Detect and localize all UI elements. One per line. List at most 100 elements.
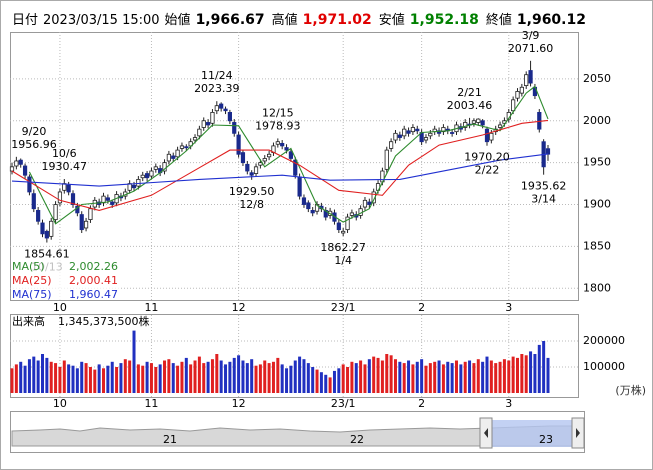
candle-body [149,170,154,177]
candle-body [253,166,259,174]
candle-body [88,208,93,220]
volume-bar [119,363,123,393]
volume-bar [319,372,323,393]
candle-body [105,197,110,201]
x-tick-label: 10 [53,301,67,314]
x-tick-label: 10 [53,397,67,410]
volume-bar [128,360,132,393]
volume-bar [27,359,31,393]
volume-bar [324,374,328,393]
candle-body [140,174,145,179]
volume-bar [328,377,332,393]
candle-body [497,124,503,128]
annotation-date: 3/9 [522,29,540,42]
candle-body [484,128,490,143]
x-tick-label: 12 [232,301,246,314]
annotation-value: 1978.93 [255,119,301,132]
volume-bar [446,361,450,393]
volume-bar [341,364,345,393]
x-tick-label: 2 [418,301,425,314]
volume-bar [250,359,254,393]
volume-bar [507,360,511,393]
volume-bar [454,360,458,393]
y-tick-label: 1900 [583,198,611,211]
annotation-value: 1935.62 [521,180,567,193]
candle-body [349,212,355,216]
volume-bar [71,365,75,393]
volume-bar [263,360,267,393]
volume-bar [67,364,71,393]
candle-body [184,146,189,149]
candle-body [144,173,150,179]
volume-unit: (万株) [615,383,646,397]
volume-bar [433,361,437,393]
annotation-date: 11/24 [201,69,233,82]
volume-bar [110,361,114,393]
volume-bar [237,355,241,393]
candle-body [249,172,254,176]
candle-body [197,128,202,137]
volume-bar [350,361,354,393]
volume-bar [258,364,262,393]
header-label: 終値 [485,13,512,28]
volume-total: 1,345,373,500株 [58,314,149,328]
navigator-selection[interactable] [492,420,572,447]
header-value: 1,971.02 [302,12,372,28]
volume-bar [224,364,228,393]
volume-bar [481,361,485,393]
header-label: 日付 [12,13,39,28]
candle-body [131,184,137,189]
volume-bar [376,357,380,393]
volume-bar [424,365,428,393]
candle-body [245,163,250,172]
volume-bar [84,363,88,393]
header: 日付 2023/03/15 15:00 始値 1,966.67 高値 1,971.02 安値… [12,9,588,28]
candle-body [262,158,267,162]
header-label: 高値 [271,13,298,28]
candle-body [515,91,520,99]
volume-bar [302,359,306,393]
candle-body [410,127,416,133]
candle-body [70,193,76,205]
navigator-label: 21 [163,433,177,446]
candle-body [83,220,89,229]
volume-bar [398,361,402,393]
candle-body [297,176,302,197]
header-label: 始値 [164,13,191,28]
volume-bar [529,351,533,393]
candle-body [267,153,272,158]
plot [9,60,551,393]
annotation-value: 2071.60 [508,42,554,55]
volume-bar [407,360,411,393]
x-tick-label: 12 [232,397,246,410]
candle-body [393,132,398,141]
volume-bar [49,361,53,393]
volume-bar [337,368,341,393]
annotation-date: 3/14 [531,193,556,206]
volume-bar [363,364,367,393]
volume-bar [180,361,184,393]
volume-bar [41,354,45,393]
candle-body [49,220,54,237]
volume-bar [393,359,397,393]
volume-bar [141,365,145,393]
candle-body [415,128,420,132]
volume-bar [494,363,498,393]
y-tick-label: 1800 [583,281,611,294]
candle-body [362,199,368,208]
volume-bar [311,367,315,393]
ma-line [11,119,549,211]
annotation-value: 2023.39 [194,82,240,95]
candle-body [79,214,84,231]
x-tick-label: 11 [144,397,158,410]
candle-body [136,178,141,187]
volume-bar [354,363,358,393]
volume-bar [171,363,175,393]
volume-bar [389,355,393,393]
volume-bar [372,356,376,393]
annotation-date: 1/4 [334,254,352,267]
candle-body [232,122,237,134]
header-value: 2023/03/15 15:00 [43,13,160,28]
volume-bar [176,365,180,393]
